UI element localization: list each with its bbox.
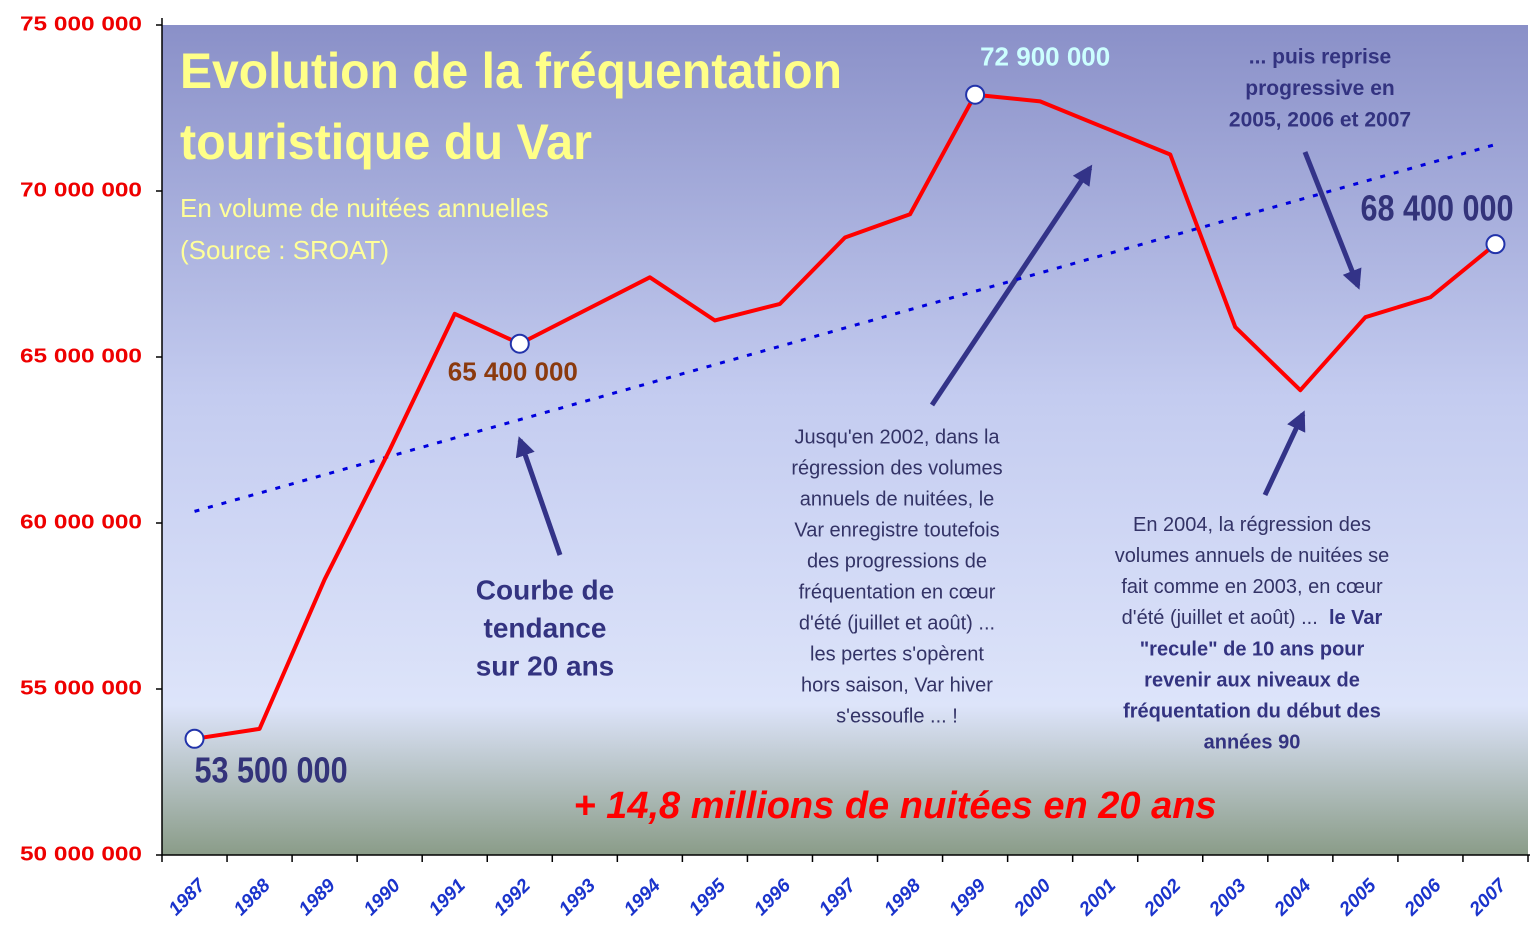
annotation-bold: le Var [1329,607,1383,629]
arrow [929,164,1093,407]
annotation: fréquentation en cœur [799,581,996,603]
arrow [515,436,563,556]
point-marker [509,333,530,354]
x-tick-label: 2007 [1465,874,1511,920]
arrows [515,151,1362,556]
annotation-space [1318,607,1329,629]
annotation-text: En 2004, la régression des [1133,514,1371,536]
annotation: Jusqu'en 2002, dans la [794,426,1000,448]
x-tick-label: 1994 [620,875,665,920]
x-tick-label: 1995 [685,875,730,920]
chart-title: Evolution de la fréquentation [180,43,842,99]
x-tick-label: 1990 [360,875,405,920]
x-tick-label: 2000 [1010,875,1056,921]
x-tick-label: 1997 [815,874,861,920]
x-tick-label: 1999 [945,875,990,920]
value-label: 53 500 000 [195,751,348,791]
annotation: régression des volumes [791,457,1002,479]
annotation: revenir aux niveaux de [1144,669,1360,691]
annotation: d'été (juillet et août) ... [799,612,995,634]
summary: + 14,8 millions de nuitées en 20 ans [573,785,1216,827]
x-tick-label: 1992 [490,875,535,920]
annotation: volumes annuels de nuitées se [1115,545,1390,567]
value-label: 68 400 000 [1360,189,1513,229]
annotation: ... puis reprise [1249,46,1391,69]
x-tick-label: 2004 [1270,875,1316,921]
x-tick-label: 2002 [1140,875,1186,921]
annotation: En 2004, la régression des [1133,514,1371,536]
x-tick-label: 2001 [1075,875,1120,920]
annotation: sur 20 ans [476,650,615,681]
annotation-text: d'été (juillet et août) ... [1122,607,1318,629]
annotation: Courbe de [476,574,614,605]
x-tick-label: 1996 [750,875,795,920]
x-tick-label: 2005 [1335,875,1381,921]
chart-title: touristique du Var [180,114,592,170]
annotation: les pertes s'opèrent [810,643,984,665]
trend-line [194,143,1496,513]
x-tick-label: 1988 [230,875,275,920]
annotation: hors saison, Var hiver [801,674,993,696]
chart-subtitle: En volume de nuitées annuelles [180,193,549,223]
annotation: s'essoufle ... ! [836,705,958,727]
annotation: fréquentation du début des [1123,700,1381,722]
annotation: années 90 [1204,731,1301,753]
annotation-text: fait comme en 2003, en cœur [1121,576,1383,598]
annotation: 2005, 2006 et 2007 [1229,109,1411,132]
x-tick-label: 2003 [1205,875,1251,921]
annotation: des progressions de [807,550,987,572]
x-tick-label: 1991 [425,875,470,920]
annotation: tendance [484,612,607,643]
y-tick-label: 70 000 000 [20,179,142,201]
annotation-text: volumes annuels de nuitées se [1115,545,1390,567]
plot-area [162,25,1528,855]
annotation: d'été (juillet et août) ... le Var [1122,607,1383,629]
x-tick-label: 1989 [295,875,340,920]
value-label: 72 900 000 [980,42,1110,72]
y-tick-label: 55 000 000 [20,677,142,699]
line [194,92,1497,741]
chart-subtitle: (Source : SROAT) [180,235,389,265]
x-tick-label: 1998 [880,875,925,920]
arrow [1302,151,1362,290]
y-tick-label: 75 000 000 [20,13,142,35]
point-marker [1485,234,1506,255]
y-tick-label: 60 000 000 [20,511,142,533]
annotation: "recule" de 10 ans pour [1140,638,1365,660]
annotation: fait comme en 2003, en cœur [1121,576,1383,598]
x-tick-label: 1993 [555,875,600,920]
annotation: Var enregistre toutefois [794,519,999,541]
annotation: progressive en [1245,77,1394,100]
arrow [1262,410,1306,497]
y-tick-label: 65 000 000 [20,345,142,367]
point-marker [965,84,986,105]
point-marker [184,728,205,749]
y-tick-label: 50 000 000 [20,843,142,865]
x-tick-label: 2006 [1400,875,1446,921]
x-tick-label: 1987 [165,874,211,920]
value-label: 65 400 000 [448,357,578,387]
annotation: annuels de nuitées, le [800,488,995,510]
